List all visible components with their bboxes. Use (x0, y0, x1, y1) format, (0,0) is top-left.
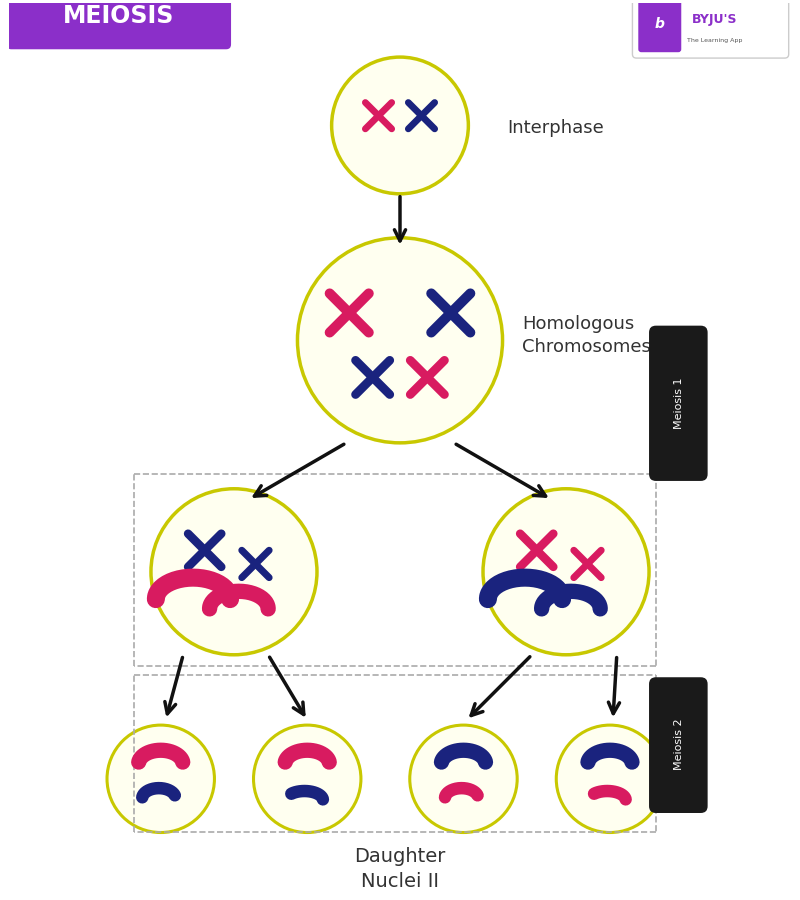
FancyBboxPatch shape (638, 0, 682, 52)
Circle shape (556, 725, 664, 833)
Circle shape (419, 113, 424, 118)
FancyBboxPatch shape (633, 0, 789, 58)
Text: Interphase: Interphase (507, 120, 604, 138)
Text: The Learning App: The Learning App (686, 38, 742, 43)
Circle shape (202, 547, 208, 553)
Text: Homologous
Chromosomes: Homologous Chromosomes (522, 315, 651, 356)
Circle shape (298, 238, 502, 443)
Text: Meiosis 2: Meiosis 2 (674, 719, 684, 770)
Text: BYJU'S: BYJU'S (692, 13, 738, 25)
Circle shape (332, 57, 468, 194)
Circle shape (376, 113, 381, 118)
Circle shape (447, 309, 454, 317)
Circle shape (370, 374, 376, 381)
Text: MEIOSIS: MEIOSIS (63, 4, 174, 28)
Circle shape (253, 562, 258, 567)
Text: Daughter
Nuclei II: Daughter Nuclei II (354, 847, 446, 891)
FancyBboxPatch shape (649, 326, 708, 481)
Text: Meiosis 1: Meiosis 1 (674, 377, 684, 428)
Circle shape (107, 725, 214, 833)
Circle shape (585, 562, 590, 567)
Circle shape (483, 489, 649, 655)
Circle shape (151, 489, 317, 655)
Circle shape (424, 374, 430, 381)
Circle shape (346, 309, 353, 317)
Circle shape (254, 725, 361, 833)
Text: b: b (655, 17, 665, 31)
Circle shape (534, 547, 540, 553)
FancyBboxPatch shape (649, 677, 708, 813)
Circle shape (410, 725, 517, 833)
FancyBboxPatch shape (6, 0, 231, 50)
